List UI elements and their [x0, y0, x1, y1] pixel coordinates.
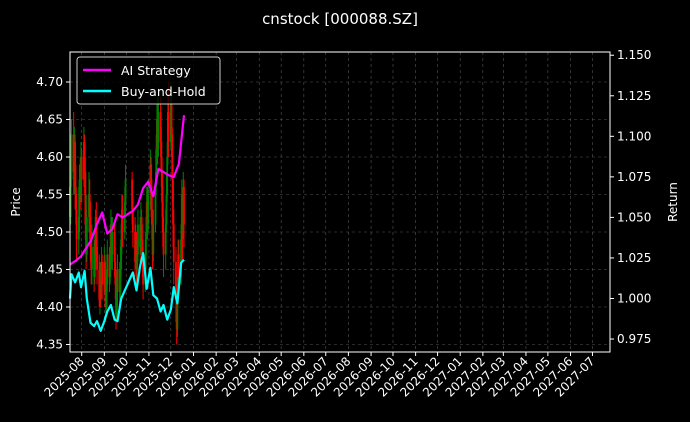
left-y-tick-label: 4.55	[36, 188, 63, 202]
candle-body	[152, 224, 155, 255]
candle-body	[131, 209, 134, 232]
candle-body	[137, 224, 139, 255]
candle-body	[109, 247, 112, 277]
candle-body	[88, 194, 91, 217]
right-y-tick-label: 1.000	[617, 291, 651, 305]
candle-body	[106, 254, 109, 285]
right-y-tick-label: 1.025	[617, 251, 651, 265]
candle-body	[183, 187, 185, 225]
series-line-ai-strategy	[69, 115, 186, 266]
candle-body	[145, 232, 147, 255]
candle-body	[115, 292, 118, 315]
candle-body	[75, 209, 78, 240]
candle-body	[167, 112, 170, 142]
candle-body	[155, 149, 158, 187]
left-axis-label: Price	[9, 187, 23, 216]
right-y-tick-label: 1.100	[617, 129, 651, 143]
candle-body	[159, 112, 162, 142]
candle-body	[160, 142, 163, 172]
right-y-tick-label: 1.125	[617, 89, 651, 103]
right-y-tick-label: 1.150	[617, 48, 651, 62]
series-line-buy-and-hold	[68, 252, 185, 332]
candle-body	[172, 224, 175, 262]
chart-title: cnstock [000088.SZ]	[262, 10, 418, 28]
candle-body	[136, 254, 139, 270]
candle-body	[175, 262, 177, 300]
candle-body	[150, 164, 153, 195]
candle-body	[93, 254, 96, 277]
candle-body	[176, 292, 179, 330]
candle-body	[180, 239, 182, 277]
candle-body	[83, 142, 86, 172]
candle-body	[120, 239, 123, 270]
candle-body	[131, 179, 134, 210]
candle-body	[170, 104, 173, 135]
candle-body	[121, 209, 124, 232]
candle-body	[69, 179, 72, 217]
legend-label-buy-and-hold: Buy-and-Hold	[121, 84, 206, 99]
left-y-tick-label: 4.60	[36, 150, 63, 164]
candle-body	[101, 262, 104, 285]
candle-body	[147, 194, 150, 225]
candle-body	[80, 157, 83, 180]
candle-body	[150, 194, 153, 225]
plot-frame	[69, 51, 611, 353]
legend-label-ai-strategy: AI Strategy	[121, 63, 191, 78]
candle-body	[140, 217, 143, 240]
candle-body	[95, 217, 98, 247]
candle-body	[171, 134, 174, 180]
candle-body	[119, 269, 122, 292]
left-y-tick-label: 4.50	[36, 225, 63, 239]
candle-body	[85, 217, 88, 255]
candle-body	[74, 187, 77, 210]
candle-body	[165, 194, 168, 225]
candle-body	[70, 134, 73, 180]
return-lines	[68, 115, 186, 332]
candle-body	[104, 262, 106, 292]
candle-body	[142, 262, 144, 285]
candle-body	[161, 202, 164, 232]
candle-body	[114, 262, 117, 285]
candle-body	[141, 239, 144, 262]
candle-body	[77, 217, 80, 240]
candle-body	[84, 172, 87, 225]
candle-body	[164, 224, 167, 255]
right-y-axis-ticks: 0.975 1.000 1.025 1.050 1.075 1.100 1.125 1.150	[610, 48, 651, 346]
candle-body	[96, 247, 98, 270]
candle-body	[111, 232, 114, 255]
candle-body	[113, 232, 116, 262]
right-y-tick-label: 1.050	[617, 210, 651, 224]
right-y-tick-label: 0.975	[617, 332, 651, 346]
candle-body	[162, 232, 165, 255]
right-y-tick-label: 1.075	[617, 170, 651, 184]
left-y-tick-label: 4.35	[36, 338, 63, 352]
candle-body	[154, 187, 157, 225]
left-y-tick-label: 4.65	[36, 113, 63, 127]
candle-body	[177, 254, 180, 277]
left-y-tick-label: 4.70	[36, 75, 63, 89]
candle-body	[161, 172, 163, 202]
candle-body	[166, 157, 169, 195]
right-axis-label: Return	[666, 182, 680, 222]
legend-box	[76, 56, 221, 105]
candle-body	[78, 179, 81, 217]
candle-body	[89, 217, 92, 247]
candle-body	[124, 179, 127, 202]
candle-body	[157, 112, 160, 150]
candle-body	[74, 142, 77, 187]
left-y-axis-ticks: 4.35 4.40 4.45 4.50 4.55 4.60 4.65 4.70	[36, 75, 70, 352]
left-y-tick-label: 4.40	[36, 300, 63, 314]
candle-body	[91, 247, 93, 270]
candle-body	[116, 269, 119, 292]
left-y-tick-label: 4.45	[36, 263, 63, 277]
candle-body	[172, 179, 174, 225]
candle-body	[105, 284, 108, 307]
legend: AI Strategy Buy-and-Hold	[76, 56, 221, 105]
